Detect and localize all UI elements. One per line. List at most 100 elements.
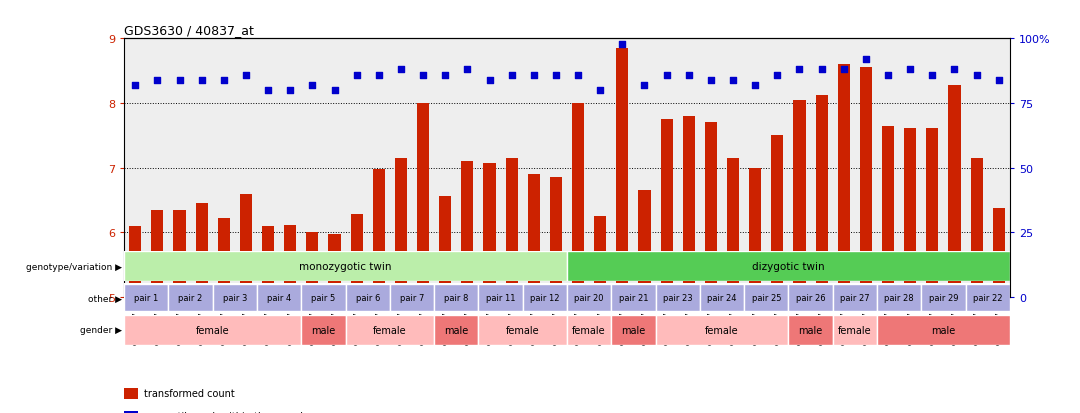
Bar [882, 126, 894, 297]
Bar [594, 217, 606, 297]
Bar [434, 285, 478, 311]
Text: pair 1: pair 1 [134, 294, 159, 303]
Point [259, 88, 276, 94]
Bar [705, 123, 717, 297]
Bar [771, 136, 783, 297]
Text: female: female [195, 325, 230, 335]
Point [503, 72, 521, 78]
Point [415, 72, 432, 78]
Bar [904, 128, 916, 297]
Text: pair 21: pair 21 [619, 294, 648, 303]
Bar [815, 96, 827, 297]
Bar [262, 226, 274, 297]
Bar [838, 65, 850, 297]
Point [725, 77, 742, 84]
Bar [744, 285, 788, 311]
Bar [523, 285, 567, 311]
Bar [195, 204, 207, 297]
Text: female: female [705, 325, 739, 335]
Bar [966, 285, 1010, 311]
Bar [240, 194, 252, 297]
Bar [351, 215, 363, 297]
Bar [505, 159, 517, 297]
Point [481, 77, 498, 84]
Bar [833, 285, 877, 311]
Point [126, 83, 144, 89]
Bar [346, 315, 434, 345]
Text: pair 3: pair 3 [222, 294, 247, 303]
Text: pair 8: pair 8 [444, 294, 469, 303]
Point [658, 72, 675, 78]
Text: monozygotic twin: monozygotic twin [299, 261, 392, 271]
Bar [877, 285, 921, 311]
Point [990, 77, 1008, 84]
Bar [484, 163, 496, 297]
Bar [174, 210, 186, 297]
Bar [151, 210, 163, 297]
Text: pair 22: pair 22 [973, 294, 1002, 303]
Bar [124, 252, 567, 281]
Text: female: female [505, 325, 540, 335]
Bar [993, 208, 1004, 297]
Bar [213, 285, 257, 311]
Bar [417, 104, 429, 297]
Bar [921, 285, 966, 311]
Bar [833, 315, 877, 345]
Point [968, 72, 985, 78]
Point [902, 67, 919, 74]
Bar [700, 285, 744, 311]
Bar [617, 49, 629, 297]
Text: transformed count: transformed count [144, 388, 234, 399]
Point [702, 77, 719, 84]
Bar [550, 178, 562, 297]
Bar [727, 159, 739, 297]
Bar [301, 285, 346, 311]
Bar [478, 285, 523, 311]
Bar [346, 285, 390, 311]
Text: male: male [931, 325, 956, 335]
Bar [328, 234, 340, 297]
Point [835, 67, 852, 74]
Bar [434, 315, 478, 345]
Point [370, 72, 388, 78]
Point [171, 77, 188, 84]
Bar [948, 86, 960, 297]
Bar [567, 285, 611, 311]
Bar [927, 128, 939, 297]
Bar [307, 233, 319, 297]
Bar [788, 285, 833, 311]
Bar [683, 116, 694, 297]
Point [923, 72, 941, 78]
Bar [567, 252, 1010, 281]
Point [215, 77, 232, 84]
Point [769, 72, 786, 78]
Bar [168, 285, 213, 311]
Bar [572, 104, 584, 297]
Point [813, 67, 831, 74]
Point [303, 83, 321, 89]
Text: other ▶: other ▶ [89, 294, 122, 303]
Text: gender ▶: gender ▶ [80, 325, 122, 335]
Text: dizygotic twin: dizygotic twin [752, 261, 825, 271]
Point [193, 77, 211, 84]
Text: pair 4: pair 4 [267, 294, 292, 303]
Bar [528, 175, 540, 297]
Point [282, 88, 299, 94]
Point [858, 57, 875, 63]
Bar [794, 100, 806, 297]
Bar [788, 315, 833, 345]
Text: pair 11: pair 11 [486, 294, 515, 303]
Bar [877, 315, 1010, 345]
Bar [750, 169, 761, 297]
Bar [130, 226, 141, 297]
Bar [567, 315, 611, 345]
Text: male: male [621, 325, 646, 335]
Point [946, 67, 963, 74]
Point [459, 67, 476, 74]
Bar [860, 68, 872, 297]
Point [680, 72, 698, 78]
Text: GDS3630 / 40837_at: GDS3630 / 40837_at [124, 24, 254, 37]
Point [436, 72, 454, 78]
Bar [124, 315, 301, 345]
Bar [440, 196, 451, 297]
